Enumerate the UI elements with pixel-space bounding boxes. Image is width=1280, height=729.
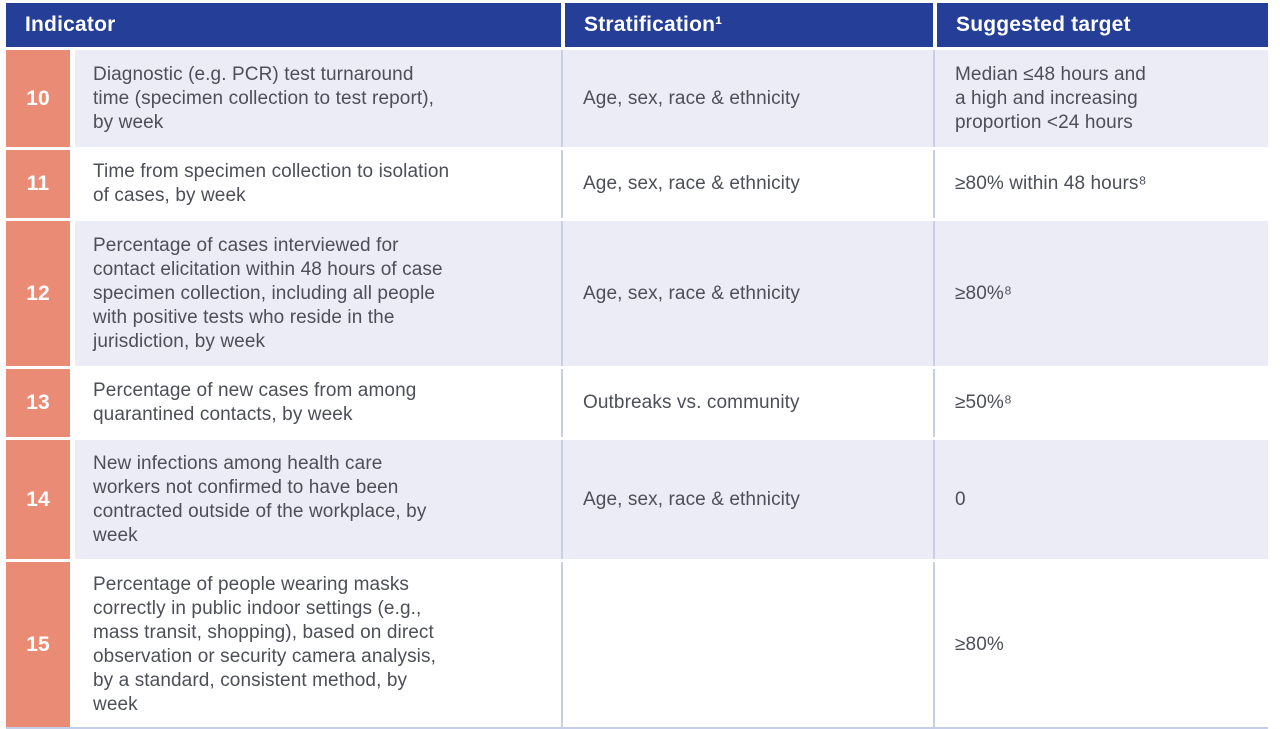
indicator-cell: Percentage of new cases from among quara… bbox=[70, 369, 561, 437]
indicator-cell: Time from specimen collection to isolati… bbox=[70, 150, 561, 218]
indicator-text: New infections among health care workers… bbox=[93, 452, 427, 546]
suggested-target-cell: Median ≤48 hours and a high and increasi… bbox=[933, 50, 1268, 147]
indicator-cell: Percentage of cases interviewed for cont… bbox=[70, 221, 561, 366]
suggested-target-cell: ≥50%⁸ bbox=[933, 369, 1268, 437]
column-header-indicator: Indicator bbox=[6, 3, 561, 47]
suggested-target-text: ≥80%⁸ bbox=[955, 282, 1012, 304]
indicator-cell: Percentage of people wearing masks corre… bbox=[70, 562, 561, 727]
stratification-text: Age, sex, race & ethnicity bbox=[583, 173, 800, 194]
suggested-target-cell: ≥80% bbox=[933, 562, 1268, 727]
suggested-target-text: Median ≤48 hours and a high and increasi… bbox=[955, 63, 1146, 133]
stratification-cell: Age, sex, race & ethnicity bbox=[561, 440, 933, 559]
indicator-number-cell: 14 bbox=[6, 440, 70, 559]
table-body: 10 Diagnostic (e.g. PCR) test turnaround… bbox=[6, 47, 1268, 727]
suggested-target-text: ≥80% within 48 hours⁸ bbox=[955, 173, 1147, 194]
stratification-text: Age, sex, race & ethnicity bbox=[583, 87, 800, 109]
indicator-number-cell: 15 bbox=[6, 562, 70, 727]
indicator-number: 10 bbox=[26, 86, 50, 110]
indicator-number: 11 bbox=[26, 172, 50, 195]
indicator-text: Percentage of new cases from among quara… bbox=[93, 380, 417, 425]
indicator-number: 14 bbox=[26, 487, 50, 511]
suggested-target-text: ≥80% bbox=[955, 633, 1004, 655]
suggested-target-cell: ≥80% within 48 hours⁸ bbox=[933, 150, 1268, 218]
suggested-target-text: ≥50%⁸ bbox=[955, 392, 1012, 413]
stratification-text: Outbreaks vs. community bbox=[583, 392, 800, 413]
indicator-text: Percentage of cases interviewed for cont… bbox=[93, 234, 443, 352]
indicators-table: Indicator Stratification¹ Suggested targ… bbox=[6, 3, 1268, 729]
indicator-cell: New infections among health care workers… bbox=[70, 440, 561, 559]
table-header: Indicator Stratification¹ Suggested targ… bbox=[6, 3, 1268, 47]
table-row: 14 New infections among health care work… bbox=[6, 440, 1268, 559]
table-row: 12 Percentage of cases interviewed for c… bbox=[6, 221, 1268, 366]
indicator-number: 13 bbox=[26, 391, 50, 414]
stratification-text: Age, sex, race & ethnicity bbox=[583, 282, 800, 304]
stratification-cell: Age, sex, race & ethnicity bbox=[561, 221, 933, 366]
indicator-text: Time from specimen collection to isolati… bbox=[93, 161, 450, 206]
suggested-target-cell: ≥80%⁸ bbox=[933, 221, 1268, 366]
stratification-cell bbox=[561, 562, 933, 727]
table-row: 13 Percentage of new cases from among qu… bbox=[6, 369, 1268, 437]
suggested-target-text: 0 bbox=[955, 488, 966, 510]
indicator-text: Diagnostic (e.g. PCR) test turnaround ti… bbox=[93, 63, 435, 133]
suggested-target-cell: 0 bbox=[933, 440, 1268, 559]
stratification-cell: Age, sex, race & ethnicity bbox=[561, 150, 933, 218]
column-header-suggested-target: Suggested target bbox=[933, 3, 1268, 47]
indicator-number: 15 bbox=[26, 632, 50, 656]
indicator-text: Percentage of people wearing masks corre… bbox=[93, 573, 436, 715]
stratification-cell: Age, sex, race & ethnicity bbox=[561, 50, 933, 147]
indicator-number: 12 bbox=[26, 281, 50, 305]
table-row: 10 Diagnostic (e.g. PCR) test turnaround… bbox=[6, 50, 1268, 147]
stratification-cell: Outbreaks vs. community bbox=[561, 369, 933, 437]
stratification-text: Age, sex, race & ethnicity bbox=[583, 488, 800, 510]
indicator-number-cell: 13 bbox=[6, 369, 70, 437]
indicator-cell: Diagnostic (e.g. PCR) test turnaround ti… bbox=[70, 50, 561, 147]
indicator-number-cell: 11 bbox=[6, 150, 70, 218]
indicator-number-cell: 12 bbox=[6, 221, 70, 366]
indicator-number-cell: 10 bbox=[6, 50, 70, 147]
column-header-stratification: Stratification¹ bbox=[561, 3, 933, 47]
table-row: 11 Time from specimen collection to isol… bbox=[6, 150, 1268, 218]
table-row: 15 Percentage of people wearing masks co… bbox=[6, 562, 1268, 727]
